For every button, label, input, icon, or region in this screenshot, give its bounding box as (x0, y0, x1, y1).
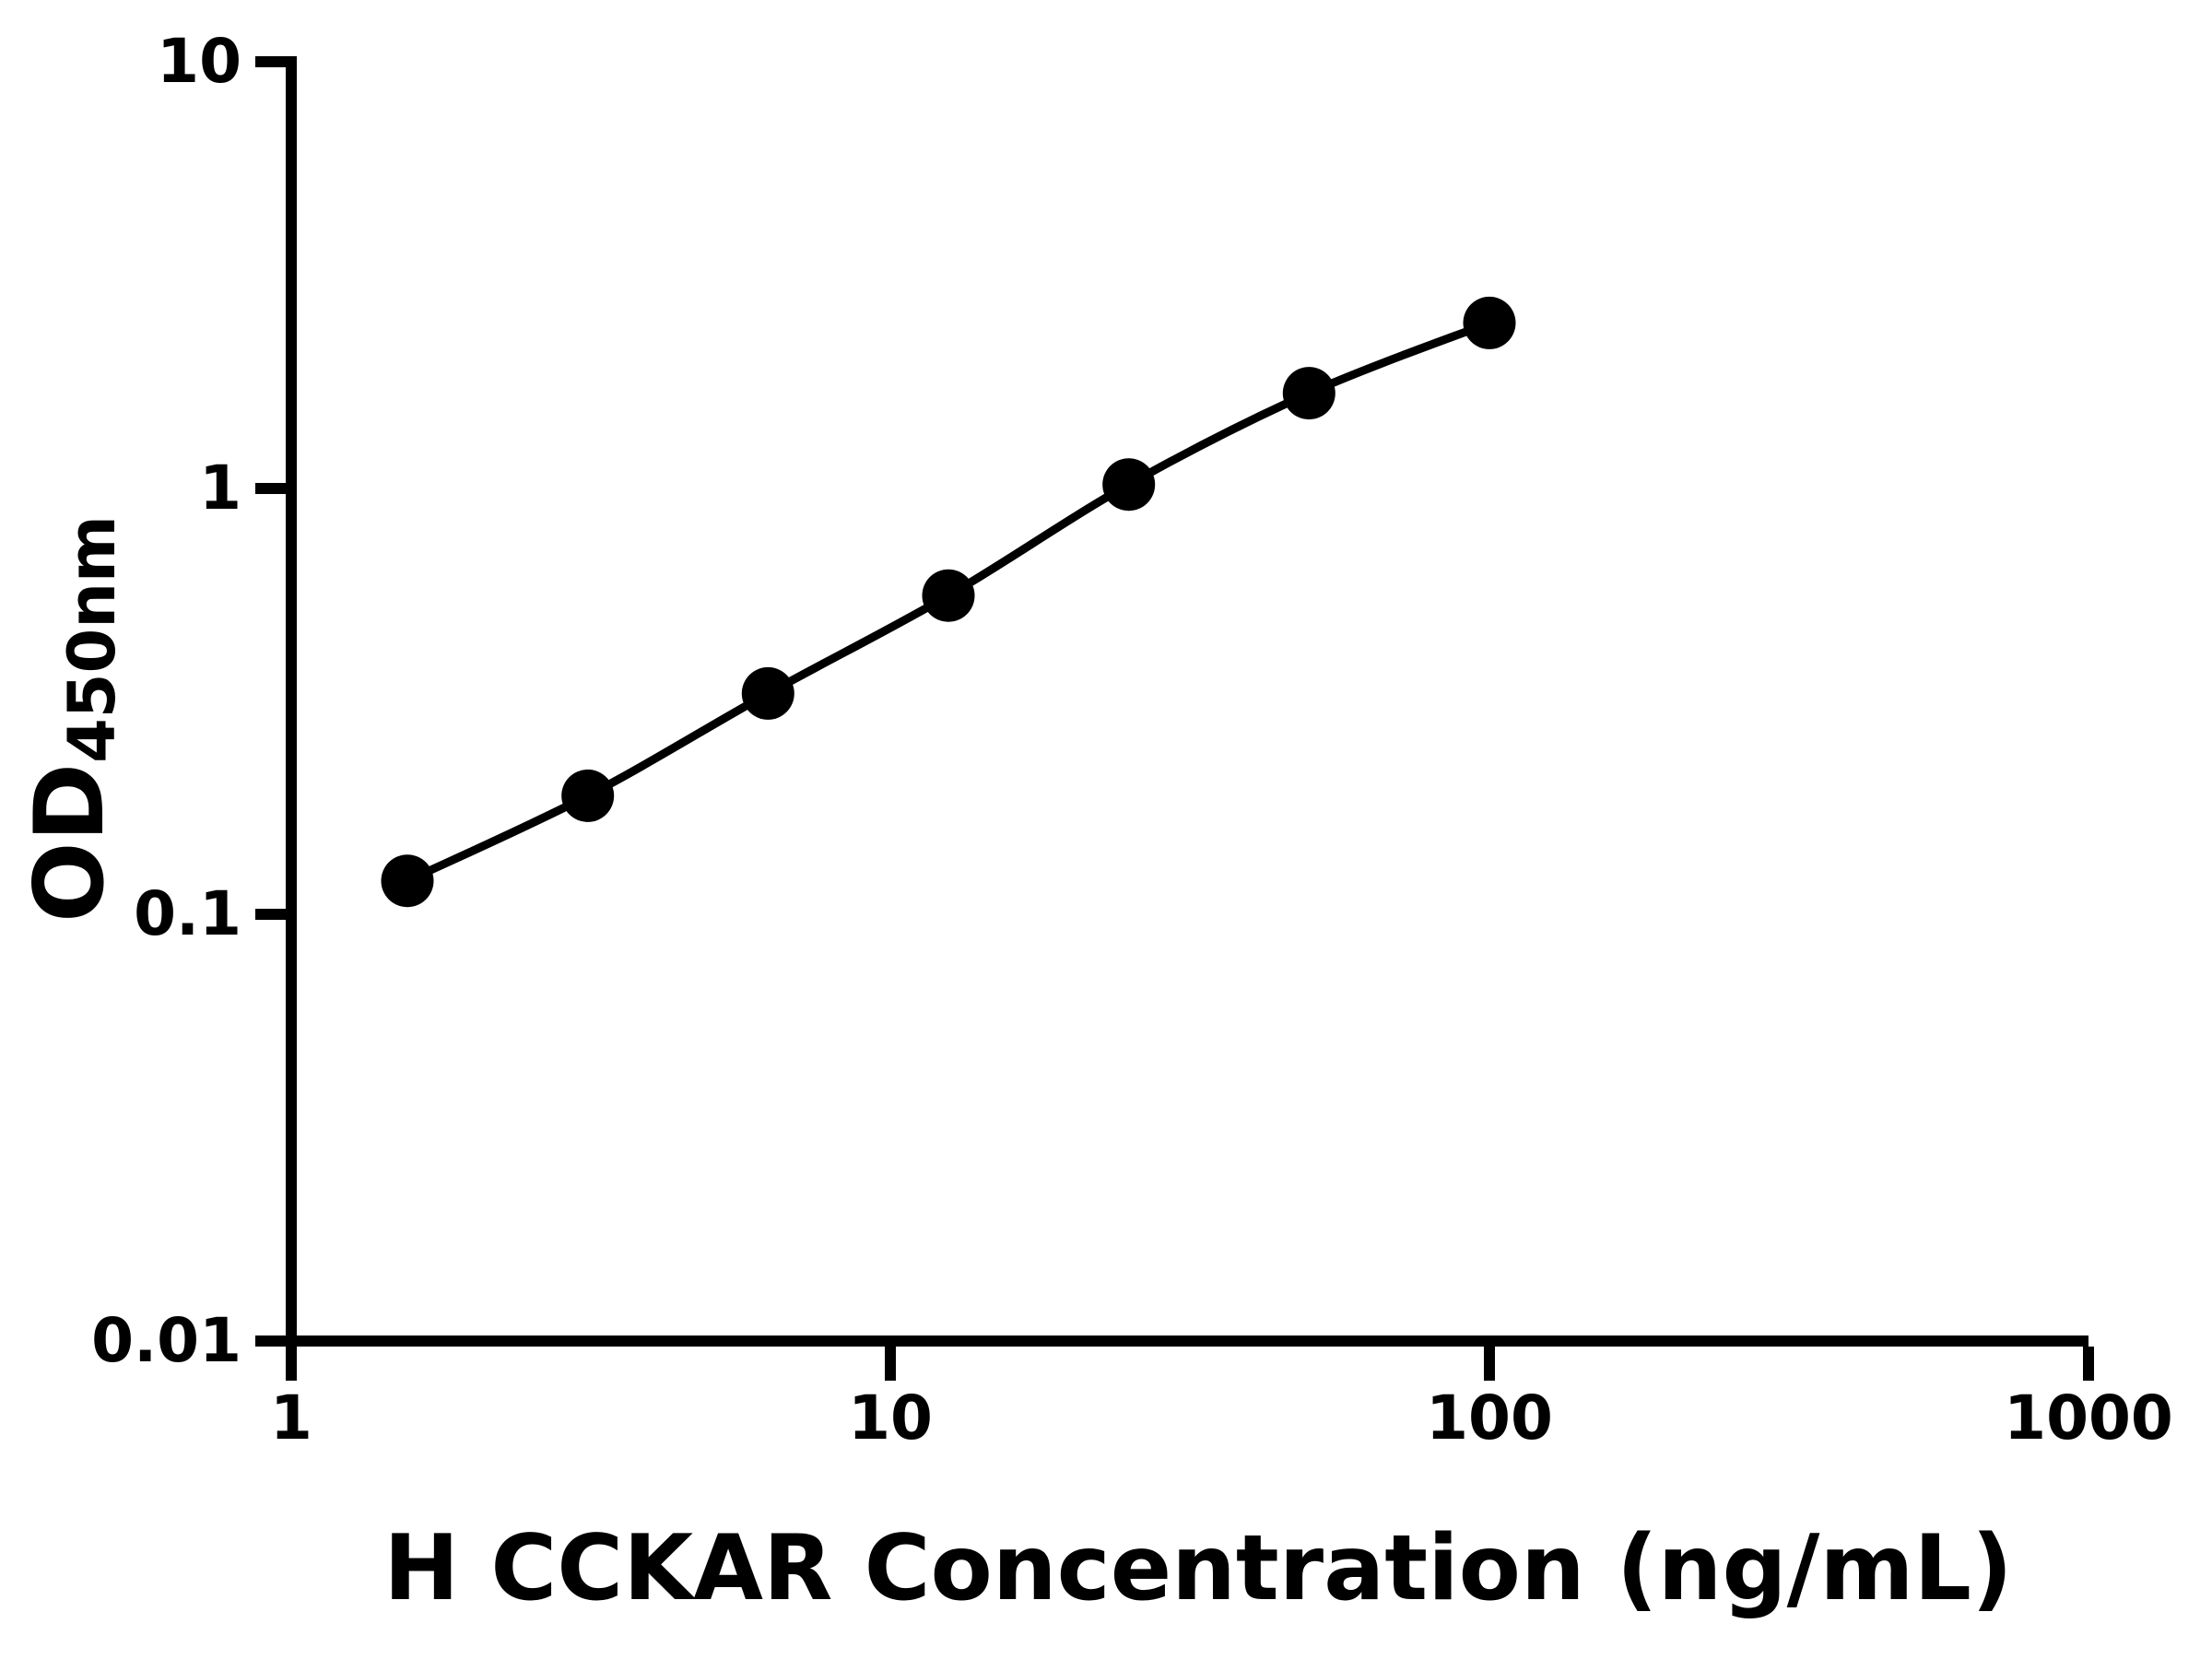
x-axis-title: H CCKAR Concentration (ng/mL) (383, 1516, 2013, 1621)
data-point (1282, 367, 1335, 420)
x-axis-tick-1000 (2083, 1347, 2094, 1381)
x-tick-label-100: 100 (1426, 1382, 1553, 1453)
y-axis-tick-0.01 (255, 1335, 286, 1347)
y-tick-label-0.1: 0.1 (134, 878, 241, 950)
y-axis-tick-10 (255, 55, 286, 67)
x-axis-tick-1 (286, 1347, 297, 1381)
x-tick-label-10: 10 (848, 1382, 933, 1453)
data-point (381, 854, 434, 908)
x-axis-tick-10 (885, 1347, 896, 1381)
y-axis-title-subscript: 450nm (53, 515, 130, 763)
data-point (1463, 296, 1516, 349)
y-tick-label-1: 1 (199, 452, 241, 524)
y-axis-line (286, 56, 297, 1347)
y-axis-tick-1 (255, 482, 286, 494)
x-tick-label-1000: 1000 (2004, 1382, 2173, 1453)
y-tick-label-0.01: 0.01 (91, 1305, 241, 1376)
y-tick-label-10: 10 (157, 25, 241, 97)
y-axis-tick-0.1 (255, 909, 286, 921)
data-point (922, 569, 975, 622)
y-axis-title-main: OD (15, 762, 126, 923)
x-axis-line (286, 1335, 2088, 1347)
data-point (1102, 458, 1156, 512)
data-point (561, 769, 615, 822)
data-point (741, 666, 794, 720)
x-axis-tick-100 (1484, 1347, 1495, 1381)
x-tick-label-1: 1 (270, 1382, 312, 1453)
y-axis-title: OD450nm (15, 515, 130, 923)
